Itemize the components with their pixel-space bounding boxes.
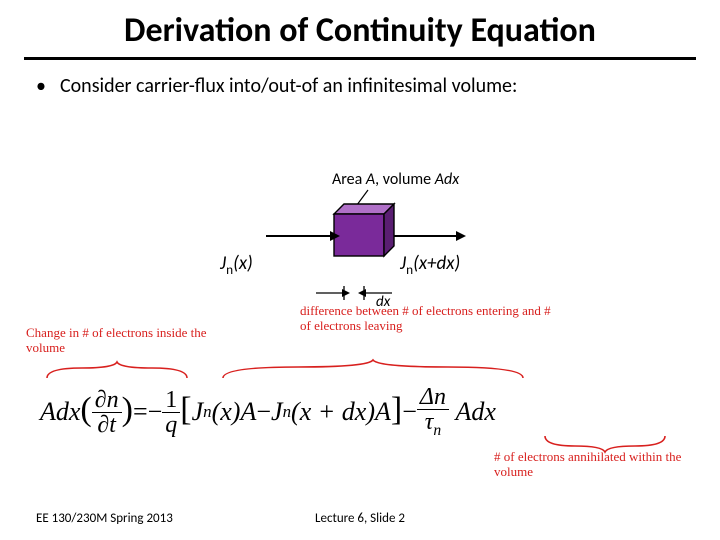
eq-Dn-tau: Δn τn [417, 385, 449, 438]
annot-mid: difference between # of electrons enteri… [300, 304, 560, 334]
bullet-item: • Consider carrier-flux into/out-of an i… [36, 74, 720, 98]
eq-dn: ∂n [95, 387, 119, 413]
annot-right: # of electrons annihilated within the vo… [494, 450, 694, 480]
page-title: Derivation of Continuity Equation [0, 0, 720, 51]
eq-minus2: − [402, 397, 417, 427]
dx-arrow-right-head [358, 289, 366, 297]
eq-dn-dt: ∂n ∂t [92, 388, 122, 437]
eq-x: (x) [212, 397, 241, 427]
eq-xdx: (x + dx) [291, 397, 375, 427]
annot-left: Change in # of electrons inside the volu… [26, 326, 216, 356]
eq-A1: A [240, 397, 256, 427]
eq-A2: A [375, 397, 391, 427]
jn-right-arg: (x+dx) [413, 252, 460, 275]
bullet-text: Consider carrier-flux into/out-of an inf… [60, 74, 517, 98]
eq-Adx2: Adx [455, 397, 495, 427]
bullet-dot: • [36, 74, 46, 98]
footer-center: Lecture 6, Slide 2 [0, 511, 720, 526]
title-underline [24, 57, 696, 60]
jn-xdx-label: Jn(x+dx) [400, 252, 460, 278]
eq-Jn1: J [192, 397, 204, 427]
jn-right-sub: n [406, 261, 413, 278]
arrow-out-head [456, 231, 466, 241]
eq-Jn2: J [271, 397, 283, 427]
eq-dt: ∂t [97, 412, 116, 438]
eq-n2: n [283, 402, 291, 422]
eq-Adx1: Adx [40, 397, 80, 427]
jn-x-label: Jn(x) [220, 252, 253, 278]
eq-lbracket: [ [180, 391, 191, 429]
brace-mid [218, 358, 528, 382]
eq-minus: − [256, 397, 271, 427]
eq-Dn: Δn [420, 384, 446, 410]
eq-q: q [165, 412, 177, 438]
eq-eq: = [133, 397, 148, 427]
brace-left [42, 360, 192, 382]
volume-diagram [246, 182, 506, 302]
eq-lparen1: ( [80, 391, 91, 429]
box-side [384, 204, 394, 256]
dx-arrow-left-head [342, 289, 350, 297]
continuity-equation: Adx ( ∂n ∂t ) = − 1 q [ Jn(x)A − Jn(x + … [40, 381, 680, 443]
box-front [334, 214, 384, 256]
eq-rbracket: ] [391, 391, 402, 429]
eq-rparen1: ) [122, 391, 133, 429]
eq-n1: n [203, 402, 211, 422]
eq-neg1: − [148, 397, 163, 427]
eq-1-q: 1 q [162, 388, 180, 437]
eq-one: 1 [162, 388, 180, 413]
eq-tau-n: n [433, 422, 441, 439]
jn-left-arg: (x) [233, 252, 253, 275]
jn-left-sub: n [226, 261, 233, 278]
